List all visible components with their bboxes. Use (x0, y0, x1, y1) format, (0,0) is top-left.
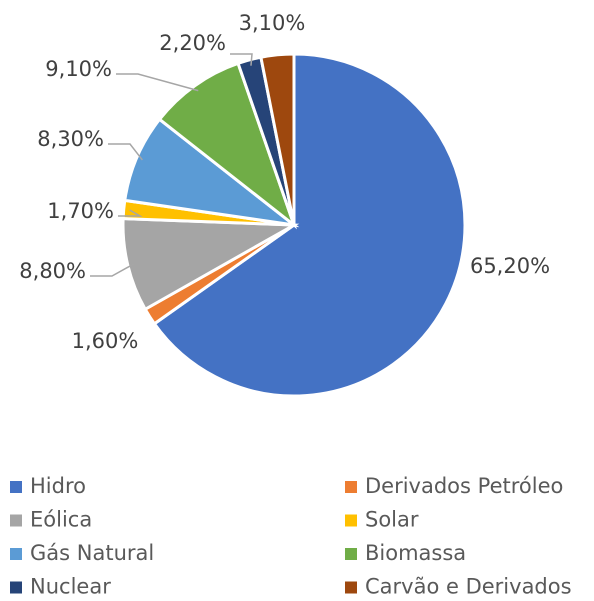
pie-slice (157, 61, 298, 230)
legend-label: Solar (365, 508, 419, 532)
data-label: 65,20% (470, 254, 550, 278)
legend-label: Carvão e Derivados (365, 575, 572, 599)
leader-line (230, 53, 253, 66)
legend-label: Gás Natural (30, 541, 154, 565)
leader-line (118, 209, 143, 217)
legend-label: Nuclear (30, 575, 111, 599)
data-label: 3,10% (239, 11, 306, 35)
legend-label: Eólica (30, 508, 92, 532)
legend-swatch (10, 481, 22, 493)
legend-swatch (345, 581, 357, 594)
leader-line (108, 143, 143, 161)
legend-swatch (10, 581, 22, 594)
pie-slice (259, 52, 296, 226)
legend-swatch (345, 514, 357, 527)
legend-swatch (345, 481, 357, 493)
legend-label: Derivados Petróleo (365, 474, 563, 498)
leader-line (116, 73, 199, 92)
pie-slice (152, 52, 467, 398)
pie-slice (123, 117, 300, 228)
legend-swatch (10, 548, 22, 560)
legend-label: Hidro (30, 474, 86, 498)
data-label: 2,20% (159, 31, 226, 55)
data-label: 1,70% (47, 199, 114, 223)
legend-swatch (345, 548, 357, 560)
legend-label: Biomassa (365, 541, 466, 565)
data-label: 8,80% (19, 259, 86, 283)
data-label: 9,10% (45, 57, 112, 81)
data-label: 8,30% (37, 127, 104, 151)
legend-swatch (10, 514, 22, 527)
pie-slice (121, 216, 300, 312)
leader-line (90, 263, 135, 277)
data-label: 1,60% (72, 329, 139, 353)
